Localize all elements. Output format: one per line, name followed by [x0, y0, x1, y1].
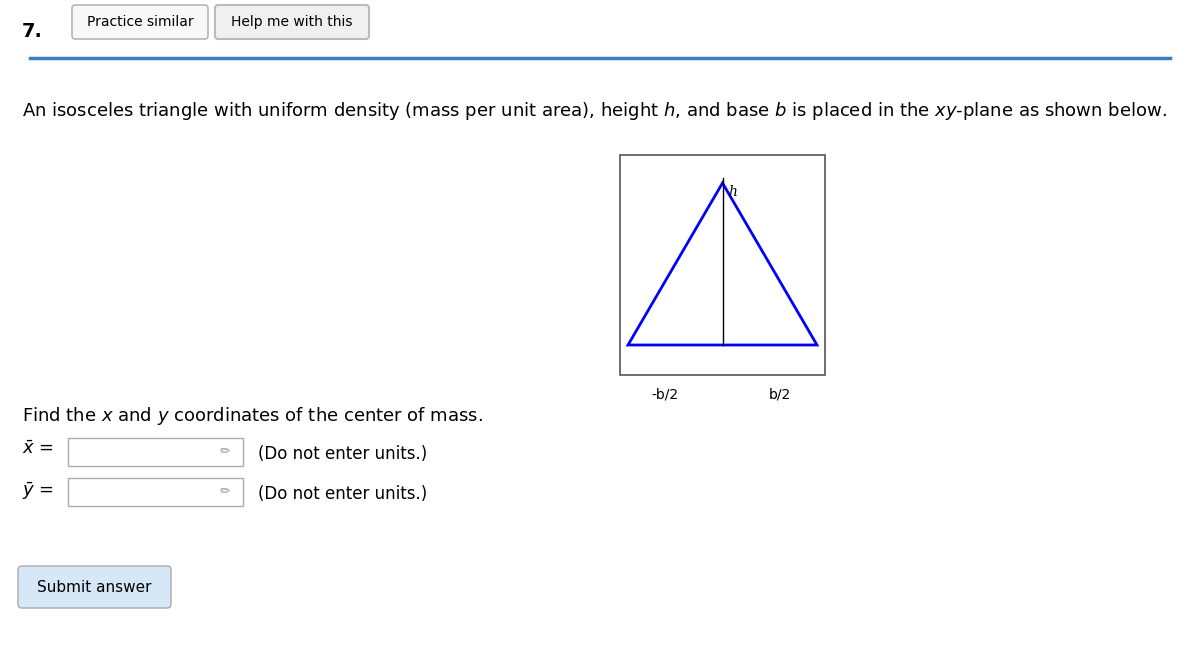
- FancyBboxPatch shape: [68, 438, 242, 466]
- Text: An isosceles triangle with uniform density (mass per unit area), height $h$, and: An isosceles triangle with uniform densi…: [22, 100, 1166, 122]
- Text: Practice similar: Practice similar: [86, 15, 193, 29]
- Text: $\bar{x}$ =: $\bar{x}$ =: [22, 440, 54, 458]
- Text: -b/2: -b/2: [652, 387, 679, 401]
- Text: Submit answer: Submit answer: [37, 579, 151, 594]
- Text: ✏: ✏: [220, 446, 230, 459]
- Text: 7.: 7.: [22, 22, 43, 41]
- Text: Help me with this: Help me with this: [232, 15, 353, 29]
- Text: b/2: b/2: [769, 387, 791, 401]
- Text: Find the $x$ and $y$ coordinates of the center of mass.: Find the $x$ and $y$ coordinates of the …: [22, 405, 484, 427]
- FancyBboxPatch shape: [68, 478, 242, 506]
- Text: (Do not enter units.): (Do not enter units.): [258, 485, 427, 503]
- Text: $\bar{y}$ =: $\bar{y}$ =: [22, 480, 54, 501]
- Bar: [620, 155, 826, 375]
- Text: h: h: [728, 185, 737, 199]
- FancyBboxPatch shape: [18, 566, 172, 608]
- FancyBboxPatch shape: [215, 5, 370, 39]
- FancyBboxPatch shape: [72, 5, 208, 39]
- Text: ✏: ✏: [220, 486, 230, 499]
- Text: (Do not enter units.): (Do not enter units.): [258, 445, 427, 463]
